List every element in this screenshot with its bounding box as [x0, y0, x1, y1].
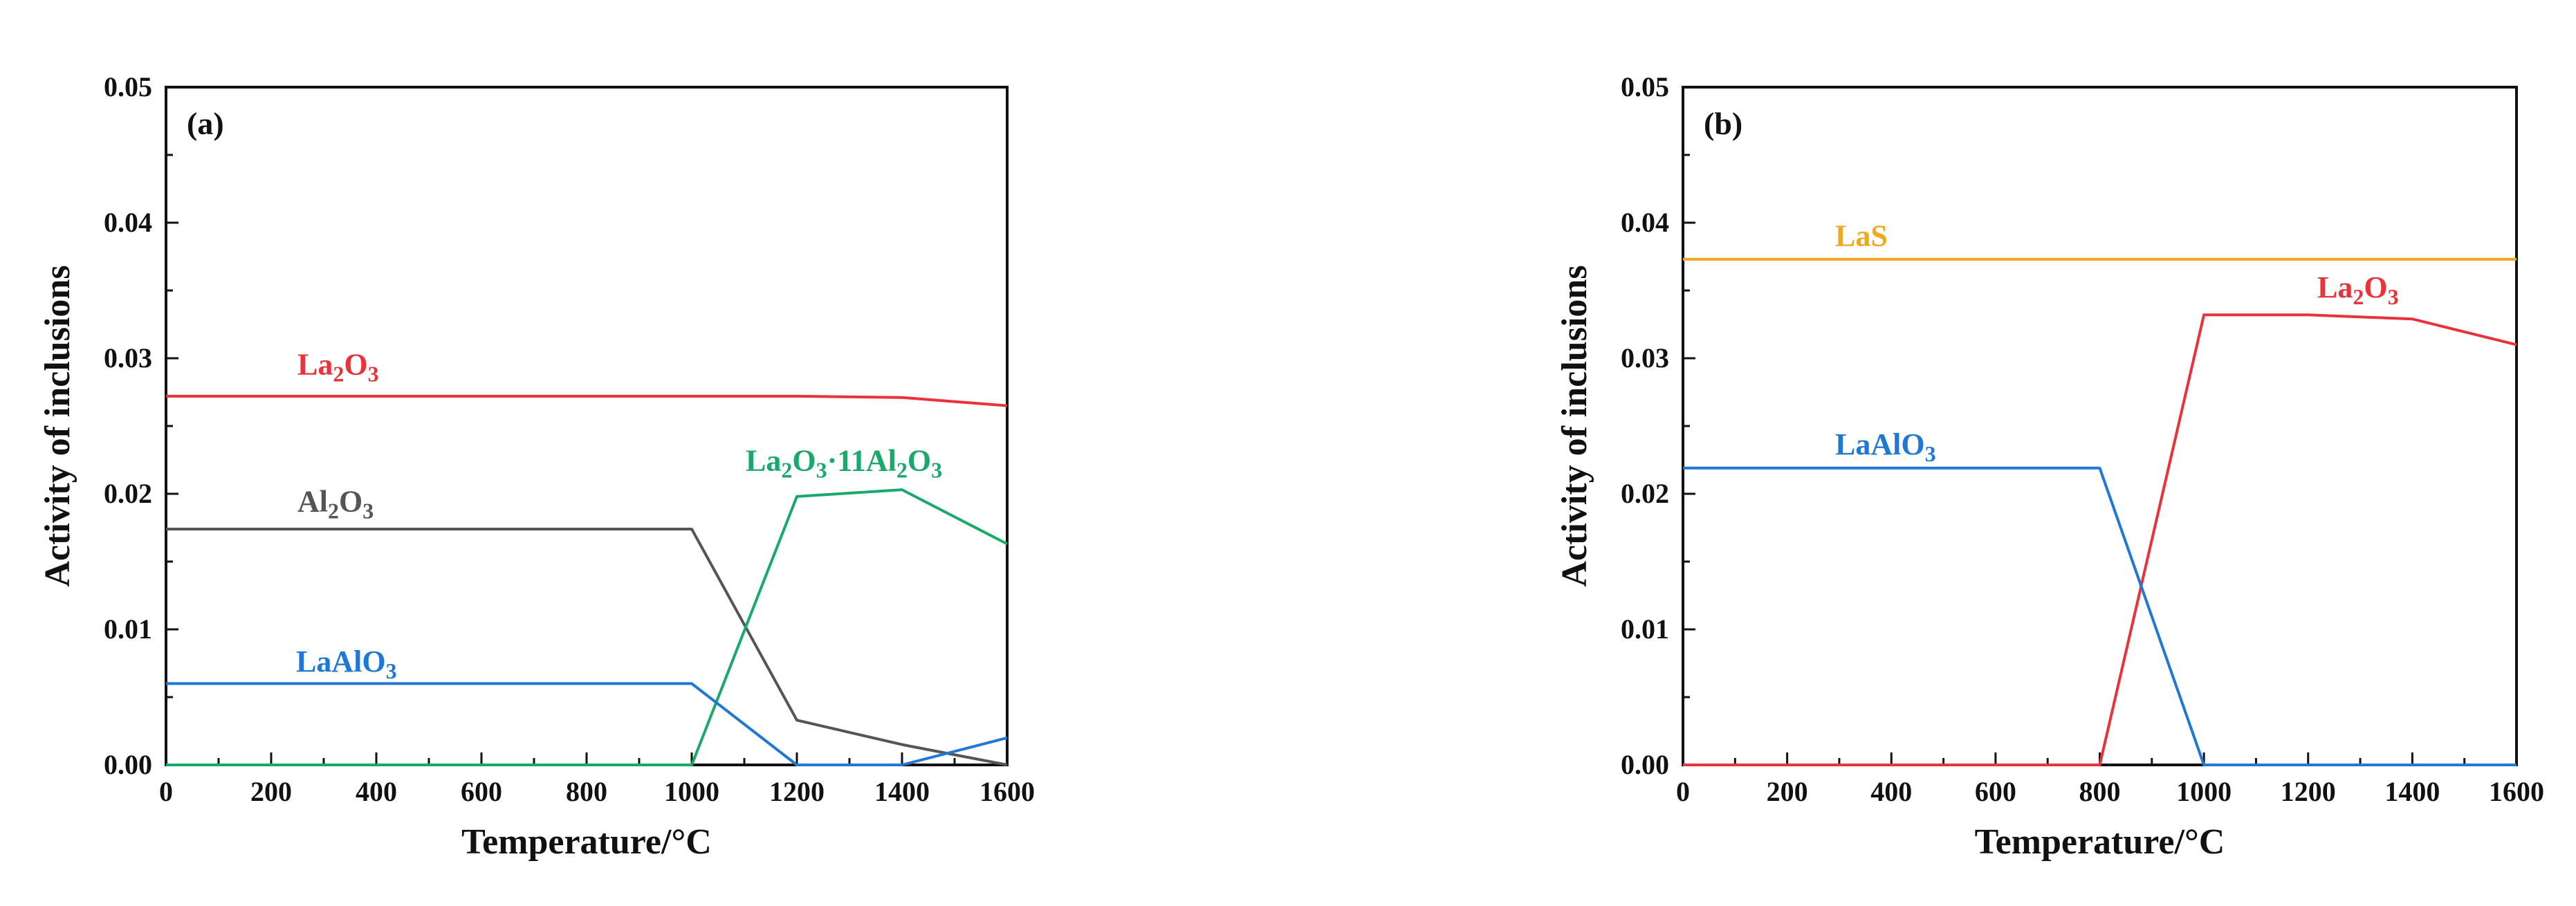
series-line-Al2O3	[166, 528, 1008, 766]
y-tick-label: 0.05	[104, 71, 152, 102]
x-tick-label: 1600	[979, 776, 1035, 807]
plot-frame	[165, 86, 1009, 766]
x-tick-label: 400	[1870, 776, 1912, 807]
y-tick-label: 0.02	[104, 478, 152, 509]
series-line-La2O3·11Al2O3	[166, 488, 1008, 766]
y-tick-label: 0.04	[1621, 207, 1669, 238]
x-tick-label: 600	[1975, 776, 2016, 807]
y-tick-label: 0.04	[104, 207, 152, 238]
series-label: La2O3·11Al2O3	[746, 444, 942, 483]
series-label: LaAlO3	[1835, 427, 1936, 466]
y-tick-label: 0.01	[1621, 613, 1669, 645]
x-tick-label: 400	[356, 776, 397, 807]
series-line-LaAlO3	[1683, 466, 2517, 766]
y-tick-label: 0.00	[104, 749, 152, 780]
x-tick-label: 0	[1676, 776, 1690, 807]
y-tick-label: 0.03	[104, 342, 152, 373]
x-tick-label: 600	[461, 776, 502, 807]
y-tick-label: 0.02	[1621, 478, 1669, 509]
panel-label: (a)	[187, 106, 224, 141]
series-label: La2O3	[2317, 270, 2399, 309]
y-tick-label: 0.01	[104, 613, 152, 645]
series-label: LaAlO3	[296, 645, 397, 683]
y-axis-title: Activity of inclusions	[38, 265, 77, 586]
x-tick-label: 0	[159, 776, 173, 807]
y-axis-title: Activity of inclusions	[1555, 265, 1594, 586]
x-tick-label: 800	[2079, 776, 2121, 807]
x-tick-label: 1400	[874, 776, 930, 807]
y-tick-label: 0.03	[1621, 342, 1669, 373]
x-tick-label: 1000	[2176, 776, 2232, 807]
series-label: Al2O3	[297, 484, 374, 523]
panel-label: (b)	[1704, 106, 1742, 141]
x-axis-title: Temperature/°C	[1975, 822, 2225, 862]
series-line-La2O3	[1683, 313, 2517, 766]
x-tick-label: 200	[250, 776, 292, 807]
series-line-La2O3	[166, 394, 1008, 407]
series-label: LaS	[1835, 219, 1888, 252]
x-tick-label: 1200	[769, 776, 825, 807]
x-tick-label: 1600	[2489, 776, 2544, 807]
x-tick-label: 1000	[664, 776, 719, 807]
series-label: La2O3	[297, 348, 379, 387]
x-tick-label: 800	[566, 776, 607, 807]
y-tick-label: 0.00	[1621, 749, 1669, 780]
chart-panel-b: 0 200 400 600 800 1000 1200 1400 1600 0.00 0.01 0.0…	[1555, 71, 2544, 862]
chart-panel-a: 0 200 400 600 800 1000 1200 1400 1600 0.00 0.01 0.0…	[38, 71, 1035, 862]
x-axis-title: Temperature/°C	[461, 822, 712, 862]
x-tick-label: 1200	[2281, 776, 2336, 807]
y-tick-label: 0.05	[1621, 71, 1669, 102]
x-tick-label: 200	[1767, 776, 1808, 807]
x-tick-label: 1400	[2384, 776, 2440, 807]
plot-frame	[1682, 86, 2518, 766]
